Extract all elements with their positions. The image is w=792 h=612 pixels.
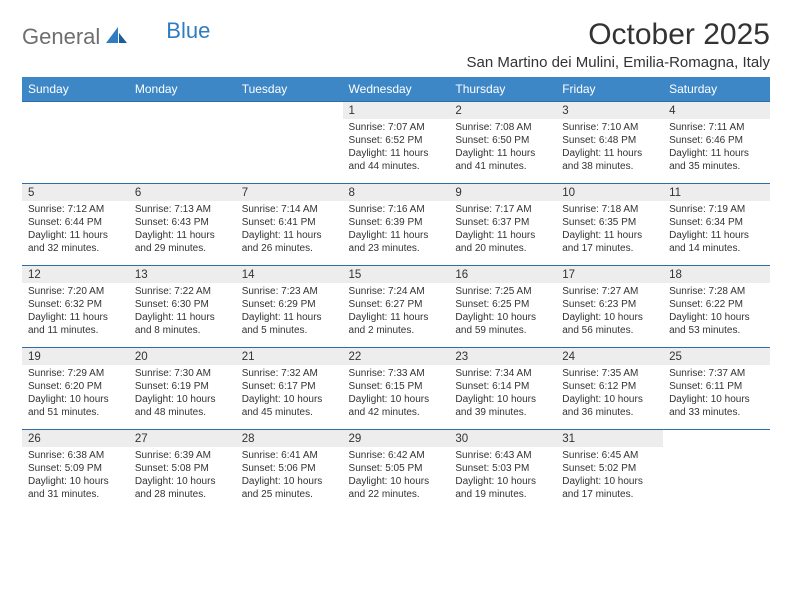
location-subtitle: San Martino dei Mulini, Emilia-Romagna, … [467, 54, 770, 71]
day-number-cell [22, 102, 129, 120]
month-title: October 2025 [467, 18, 770, 52]
day-number-cell: 16 [449, 266, 556, 284]
day-number-cell: 9 [449, 184, 556, 202]
day-detail-cell: Sunrise: 7:08 AMSunset: 6:50 PMDaylight:… [449, 119, 556, 184]
day-detail-cell [129, 119, 236, 184]
day-detail-cell: Sunrise: 7:33 AMSunset: 6:15 PMDaylight:… [343, 365, 450, 430]
day-number-cell: 14 [236, 266, 343, 284]
day-detail-cell: Sunrise: 6:45 AMSunset: 5:02 PMDaylight:… [556, 447, 663, 511]
day-number-cell: 31 [556, 430, 663, 448]
day-detail-cell: Sunrise: 7:22 AMSunset: 6:30 PMDaylight:… [129, 283, 236, 348]
day-detail-cell: Sunrise: 7:10 AMSunset: 6:48 PMDaylight:… [556, 119, 663, 184]
day-number-cell: 7 [236, 184, 343, 202]
day-detail-cell: Sunrise: 7:34 AMSunset: 6:14 PMDaylight:… [449, 365, 556, 430]
day-number-cell: 8 [343, 184, 450, 202]
day-number-cell: 21 [236, 348, 343, 366]
day-number-cell: 25 [663, 348, 770, 366]
day-number-cell: 22 [343, 348, 450, 366]
brand-word-2: Blue [166, 18, 210, 44]
day-detail-cell: Sunrise: 7:16 AMSunset: 6:39 PMDaylight:… [343, 201, 450, 266]
day-detail-cell: Sunrise: 7:24 AMSunset: 6:27 PMDaylight:… [343, 283, 450, 348]
day-number-cell: 18 [663, 266, 770, 284]
brand-sail-icon [104, 25, 128, 50]
calendar-page: General Blue October 2025 San Martino de… [0, 0, 792, 511]
day-number-cell: 5 [22, 184, 129, 202]
day-number-cell: 13 [129, 266, 236, 284]
day-number-cell [236, 102, 343, 120]
day-detail-row: Sunrise: 7:20 AMSunset: 6:32 PMDaylight:… [22, 283, 770, 348]
day-number-cell: 23 [449, 348, 556, 366]
weekday-header: Thursday [449, 77, 556, 102]
day-number-cell: 17 [556, 266, 663, 284]
title-block: October 2025 San Martino dei Mulini, Emi… [467, 18, 770, 71]
day-detail-cell: Sunrise: 7:11 AMSunset: 6:46 PMDaylight:… [663, 119, 770, 184]
weekday-header: Sunday [22, 77, 129, 102]
calendar-table: Sunday Monday Tuesday Wednesday Thursday… [22, 77, 770, 511]
day-detail-row: Sunrise: 7:12 AMSunset: 6:44 PMDaylight:… [22, 201, 770, 266]
day-detail-cell: Sunrise: 7:29 AMSunset: 6:20 PMDaylight:… [22, 365, 129, 430]
daynum-row: 262728293031 [22, 430, 770, 448]
day-number-cell: 19 [22, 348, 129, 366]
day-detail-cell: Sunrise: 7:12 AMSunset: 6:44 PMDaylight:… [22, 201, 129, 266]
day-detail-cell: Sunrise: 7:18 AMSunset: 6:35 PMDaylight:… [556, 201, 663, 266]
weekday-header: Tuesday [236, 77, 343, 102]
day-number-cell: 24 [556, 348, 663, 366]
day-number-cell: 10 [556, 184, 663, 202]
day-number-cell: 20 [129, 348, 236, 366]
day-number-cell: 2 [449, 102, 556, 120]
day-detail-cell: Sunrise: 7:28 AMSunset: 6:22 PMDaylight:… [663, 283, 770, 348]
day-detail-cell: Sunrise: 7:13 AMSunset: 6:43 PMDaylight:… [129, 201, 236, 266]
page-header: General Blue October 2025 San Martino de… [22, 18, 770, 71]
day-number-cell [129, 102, 236, 120]
day-detail-cell: Sunrise: 7:14 AMSunset: 6:41 PMDaylight:… [236, 201, 343, 266]
daynum-row: 19202122232425 [22, 348, 770, 366]
day-detail-cell: Sunrise: 6:39 AMSunset: 5:08 PMDaylight:… [129, 447, 236, 511]
day-detail-row: Sunrise: 7:07 AMSunset: 6:52 PMDaylight:… [22, 119, 770, 184]
day-number-cell: 12 [22, 266, 129, 284]
day-number-cell [663, 430, 770, 448]
day-number-cell: 30 [449, 430, 556, 448]
day-number-cell: 28 [236, 430, 343, 448]
day-detail-cell: Sunrise: 6:41 AMSunset: 5:06 PMDaylight:… [236, 447, 343, 511]
day-detail-cell: Sunrise: 7:25 AMSunset: 6:25 PMDaylight:… [449, 283, 556, 348]
day-detail-cell: Sunrise: 6:42 AMSunset: 5:05 PMDaylight:… [343, 447, 450, 511]
day-detail-cell [22, 119, 129, 184]
day-number-cell: 15 [343, 266, 450, 284]
day-number-cell: 1 [343, 102, 450, 120]
day-number-cell: 4 [663, 102, 770, 120]
day-detail-cell [663, 447, 770, 511]
day-detail-cell: Sunrise: 7:23 AMSunset: 6:29 PMDaylight:… [236, 283, 343, 348]
brand-word-1: General [22, 24, 100, 50]
calendar-body: 1234Sunrise: 7:07 AMSunset: 6:52 PMDayli… [22, 102, 770, 512]
day-detail-cell: Sunrise: 6:43 AMSunset: 5:03 PMDaylight:… [449, 447, 556, 511]
day-number-cell: 29 [343, 430, 450, 448]
daynum-row: 12131415161718 [22, 266, 770, 284]
day-detail-cell: Sunrise: 6:38 AMSunset: 5:09 PMDaylight:… [22, 447, 129, 511]
daynum-row: 567891011 [22, 184, 770, 202]
day-number-cell: 11 [663, 184, 770, 202]
day-detail-row: Sunrise: 6:38 AMSunset: 5:09 PMDaylight:… [22, 447, 770, 511]
day-detail-cell: Sunrise: 7:37 AMSunset: 6:11 PMDaylight:… [663, 365, 770, 430]
day-number-cell: 3 [556, 102, 663, 120]
weekday-header: Friday [556, 77, 663, 102]
weekday-header: Saturday [663, 77, 770, 102]
weekday-header: Wednesday [343, 77, 450, 102]
day-detail-row: Sunrise: 7:29 AMSunset: 6:20 PMDaylight:… [22, 365, 770, 430]
day-detail-cell: Sunrise: 7:30 AMSunset: 6:19 PMDaylight:… [129, 365, 236, 430]
day-detail-cell: Sunrise: 7:32 AMSunset: 6:17 PMDaylight:… [236, 365, 343, 430]
day-detail-cell: Sunrise: 7:27 AMSunset: 6:23 PMDaylight:… [556, 283, 663, 348]
weekday-header: Monday [129, 77, 236, 102]
day-detail-cell: Sunrise: 7:35 AMSunset: 6:12 PMDaylight:… [556, 365, 663, 430]
day-detail-cell: Sunrise: 7:20 AMSunset: 6:32 PMDaylight:… [22, 283, 129, 348]
day-detail-cell: Sunrise: 7:19 AMSunset: 6:34 PMDaylight:… [663, 201, 770, 266]
brand-logo: General Blue [22, 18, 210, 50]
day-number-cell: 6 [129, 184, 236, 202]
day-detail-cell [236, 119, 343, 184]
day-number-cell: 26 [22, 430, 129, 448]
day-detail-cell: Sunrise: 7:07 AMSunset: 6:52 PMDaylight:… [343, 119, 450, 184]
weekday-header-row: Sunday Monday Tuesday Wednesday Thursday… [22, 77, 770, 102]
day-number-cell: 27 [129, 430, 236, 448]
day-detail-cell: Sunrise: 7:17 AMSunset: 6:37 PMDaylight:… [449, 201, 556, 266]
daynum-row: 1234 [22, 102, 770, 120]
